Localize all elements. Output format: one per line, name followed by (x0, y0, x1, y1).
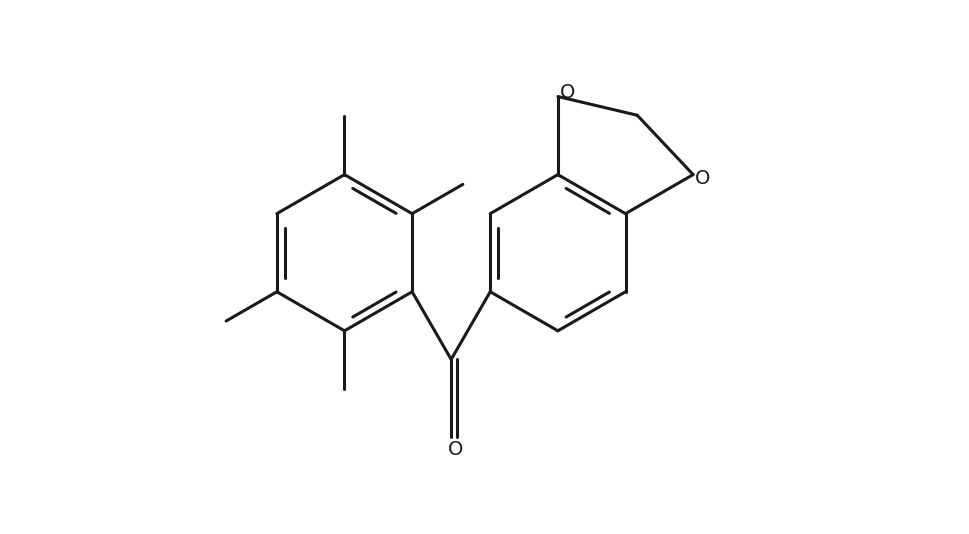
Text: O: O (447, 439, 462, 459)
Text: O: O (694, 169, 709, 188)
Text: O: O (559, 83, 575, 102)
